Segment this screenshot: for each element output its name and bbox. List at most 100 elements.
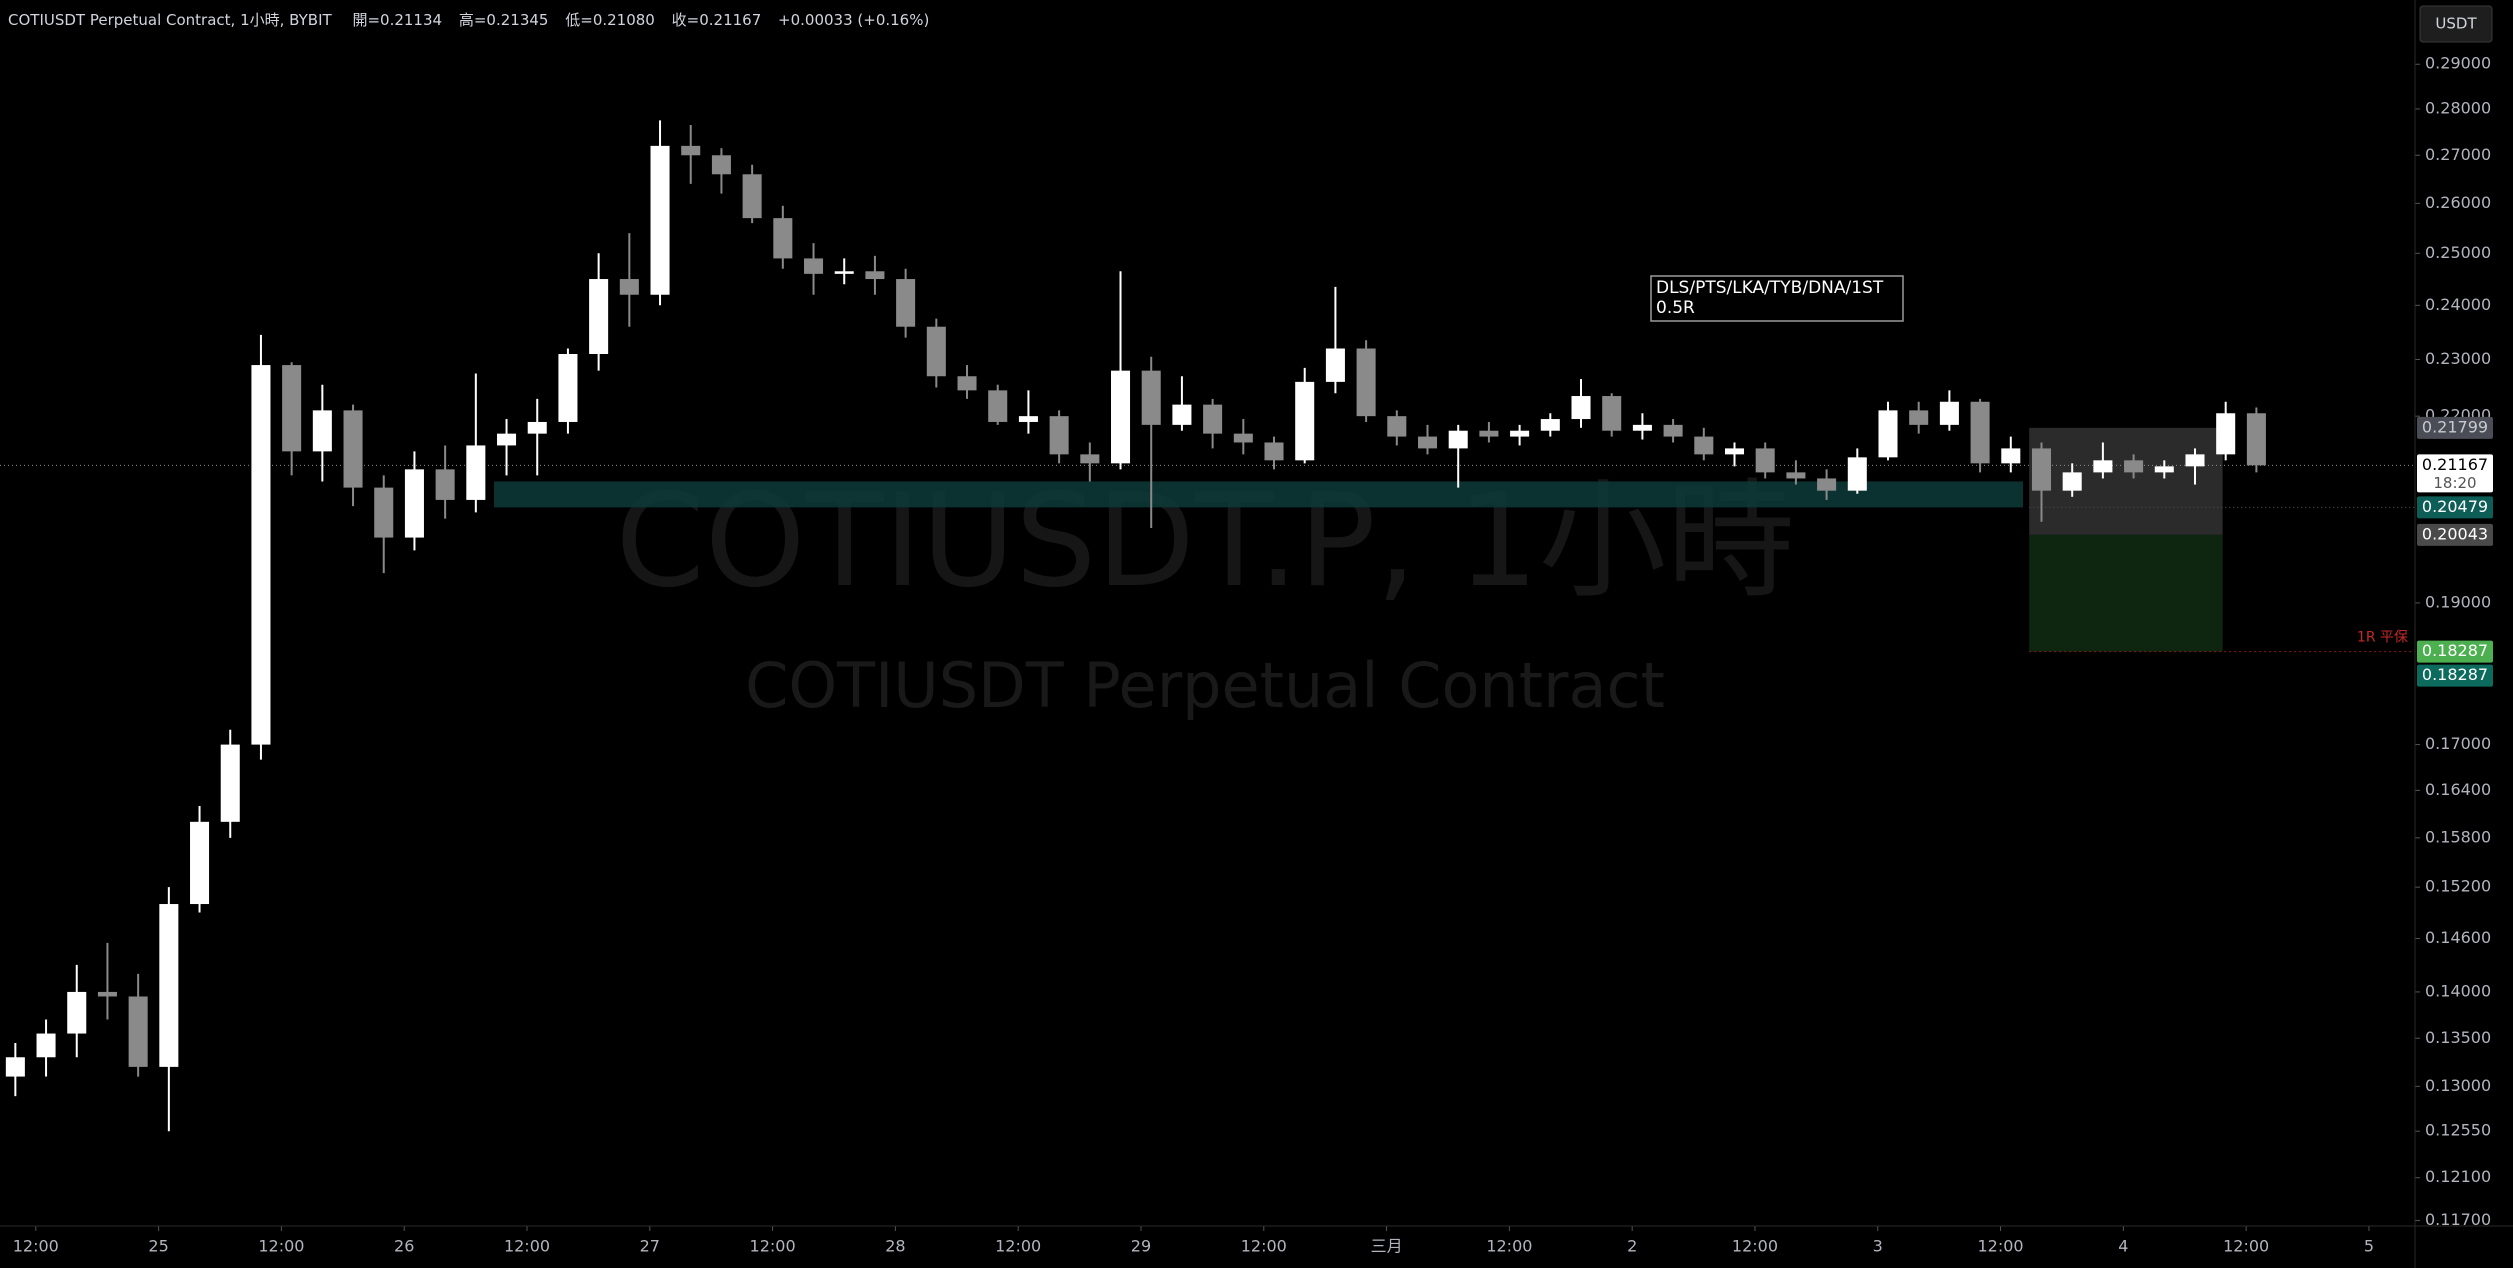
- x-tick-label: 2: [1627, 1237, 1637, 1256]
- x-tick-label: 4: [2118, 1237, 2128, 1256]
- candle-body: [1909, 410, 1929, 425]
- candle-body: [1448, 430, 1468, 449]
- y-tick-label: 0.15200: [2425, 877, 2491, 896]
- x-tick-label: 12:00: [13, 1237, 59, 1256]
- y-tick-label: 0.15800: [2425, 827, 2491, 846]
- candle-body: [711, 155, 731, 175]
- candle-body: [1939, 401, 1959, 425]
- x-tick-label: 26: [394, 1237, 414, 1256]
- candle-body: [1724, 448, 1745, 455]
- watermark-description: COTIUSDT Perpetual Contract: [745, 649, 1665, 722]
- candle-body: [834, 271, 854, 274]
- candle-body: [1694, 436, 1714, 455]
- y-tick-label: 0.25000: [2425, 243, 2491, 262]
- candle-body: [773, 218, 793, 259]
- candle-body: [957, 376, 977, 391]
- candle-body: [466, 445, 486, 500]
- candle-body: [497, 433, 517, 446]
- x-tick-label: 12:00: [2223, 1237, 2269, 1256]
- candle-body: [2062, 472, 2082, 491]
- candle-body: [742, 174, 762, 219]
- x-tick-label: 12:00: [1486, 1237, 1532, 1256]
- candle-body: [865, 271, 885, 280]
- candle-body: [67, 991, 87, 1034]
- candle-body: [1111, 370, 1131, 464]
- candle-body: [1878, 410, 1898, 458]
- plot: 0.29000 0.28000 0.27000 0.26000 0.25000 0.240…: [0, 54, 2493, 1256]
- x-tick-label: 12:00: [1978, 1237, 2024, 1256]
- support-zone: [494, 481, 2023, 508]
- symbol-title: COTIUSDT Perpetual Contract, 1小時, BYBIT: [8, 11, 333, 29]
- candle-body: [1571, 396, 1591, 420]
- candle-body: [1049, 416, 1069, 455]
- candle-body: [896, 279, 916, 327]
- x-tick-label: 12:00: [504, 1237, 550, 1256]
- candle-body: [1847, 457, 1867, 491]
- candle-body: [343, 410, 363, 488]
- candle-body: [1632, 424, 1652, 431]
- x-tick-label: 5: [2364, 1237, 2374, 1256]
- candle-body: [1295, 381, 1315, 461]
- price-label-box: [2417, 416, 2493, 439]
- price-label-box: [2417, 496, 2493, 519]
- candle-body: [282, 365, 302, 452]
- candle-body: [2185, 454, 2205, 467]
- ohlc-change: +0.00033 (+0.16%): [778, 11, 929, 29]
- candle-body: [988, 390, 1008, 422]
- y-tick-label: 0.16400: [2425, 780, 2491, 799]
- candle-body: [1080, 454, 1100, 464]
- candle-body: [681, 145, 701, 156]
- ohlc-high: 高=0.21345: [459, 11, 549, 29]
- price-label-box: [2417, 454, 2493, 493]
- x-tick-label: 28: [885, 1237, 905, 1256]
- currency-label: USDT: [2435, 15, 2477, 33]
- candle-body: [589, 279, 609, 355]
- price-label-countdown: 18:20: [2433, 474, 2476, 492]
- candle-body: [312, 410, 332, 452]
- candle-body: [2093, 460, 2113, 473]
- candle-body: [2124, 460, 2144, 473]
- candle-body: [1325, 348, 1345, 382]
- y-tick-label: 0.23000: [2425, 349, 2491, 368]
- y-tick-label: 0.13500: [2425, 1028, 2491, 1047]
- candle-body: [558, 354, 578, 422]
- price-label: 0.18287: [2422, 641, 2488, 660]
- candle-body: [2001, 448, 2021, 464]
- y-tick-label: 0.11700: [2425, 1210, 2491, 1229]
- candle-body: [619, 279, 639, 295]
- annotation-box[interactable]: [1650, 275, 1904, 322]
- x-tick-label: 12:00: [750, 1237, 796, 1256]
- candle-body: [804, 258, 824, 274]
- y-tick-label: 0.24000: [2425, 295, 2491, 314]
- x-tick-label: 25: [148, 1237, 168, 1256]
- x-tick-label: 12:00: [995, 1237, 1041, 1256]
- price-label: 0.18287: [2422, 665, 2488, 684]
- candle-body: [5, 1057, 25, 1077]
- y-tick-label: 0.13000: [2425, 1076, 2491, 1095]
- ohlc-low: 低=0.21080: [565, 11, 655, 29]
- annotation-line: DLS/PTS/LKA/TYB/DNA/1ST: [1656, 278, 1884, 298]
- candle-body: [2154, 466, 2174, 473]
- price-label: 0.20043: [2422, 524, 2488, 543]
- candle-body: [1233, 433, 1253, 443]
- y-tick-label: 0.12100: [2425, 1167, 2491, 1186]
- price-label-box: [2417, 664, 2493, 687]
- candle-body: [1786, 472, 1806, 479]
- candle-body: [2031, 448, 2052, 491]
- price-label: 0.21799: [2422, 417, 2488, 436]
- candle-body: [1264, 442, 1284, 461]
- candle-body: [527, 421, 547, 434]
- candle-body: [190, 821, 210, 905]
- x-tick-label: 29: [1131, 1237, 1151, 1256]
- candle-body: [220, 744, 240, 822]
- candle-body: [2216, 413, 2236, 455]
- y-tick-label: 0.26000: [2425, 193, 2491, 212]
- profit-zone: [2029, 427, 2223, 535]
- x-tick-label: 12:00: [1732, 1237, 1778, 1256]
- price-label-box: [2417, 640, 2493, 663]
- currency-button[interactable]: [2419, 5, 2493, 43]
- price-label-box: [2417, 523, 2493, 546]
- x-tick-label: 12:00: [258, 1237, 304, 1256]
